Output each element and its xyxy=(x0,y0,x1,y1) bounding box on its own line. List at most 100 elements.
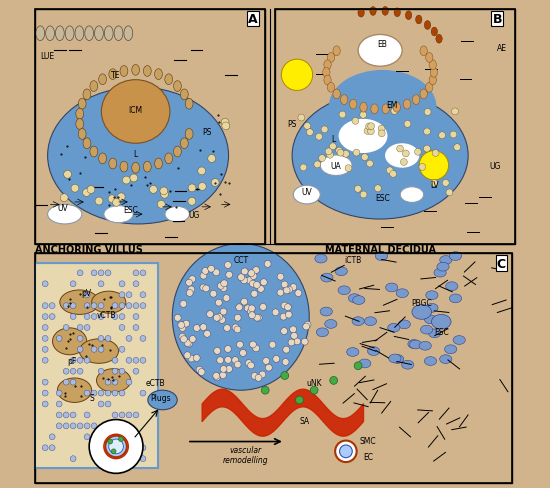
Ellipse shape xyxy=(48,205,82,224)
Ellipse shape xyxy=(353,296,365,305)
Circle shape xyxy=(193,355,200,362)
Circle shape xyxy=(345,165,352,172)
Circle shape xyxy=(210,291,217,298)
Circle shape xyxy=(64,171,72,179)
Ellipse shape xyxy=(78,129,86,140)
Circle shape xyxy=(42,380,48,386)
Circle shape xyxy=(238,274,245,281)
Circle shape xyxy=(140,390,146,396)
Circle shape xyxy=(354,362,362,370)
Circle shape xyxy=(140,303,146,309)
Ellipse shape xyxy=(335,267,348,276)
Circle shape xyxy=(352,118,359,125)
Circle shape xyxy=(261,386,269,394)
Circle shape xyxy=(234,361,241,368)
Circle shape xyxy=(186,280,192,286)
Circle shape xyxy=(250,273,257,280)
Circle shape xyxy=(213,374,221,381)
Circle shape xyxy=(119,368,125,374)
Circle shape xyxy=(119,346,125,352)
Circle shape xyxy=(70,368,76,374)
Circle shape xyxy=(95,198,103,205)
Ellipse shape xyxy=(83,90,91,101)
Circle shape xyxy=(42,303,48,309)
Ellipse shape xyxy=(109,159,117,169)
Circle shape xyxy=(77,336,83,342)
Circle shape xyxy=(330,377,338,385)
Circle shape xyxy=(419,151,449,181)
Text: SA: SA xyxy=(299,416,310,425)
Circle shape xyxy=(248,308,254,315)
Circle shape xyxy=(183,321,190,327)
Ellipse shape xyxy=(348,294,361,303)
Ellipse shape xyxy=(405,12,412,20)
Text: pF: pF xyxy=(68,357,76,366)
Ellipse shape xyxy=(402,361,414,369)
Circle shape xyxy=(84,434,90,440)
Circle shape xyxy=(404,121,411,128)
Circle shape xyxy=(140,358,146,364)
Ellipse shape xyxy=(323,68,330,78)
Text: UV: UV xyxy=(301,188,312,197)
Text: PS: PS xyxy=(288,120,297,129)
Circle shape xyxy=(98,281,104,287)
Ellipse shape xyxy=(327,83,334,93)
Text: UV: UV xyxy=(57,204,68,213)
Circle shape xyxy=(108,196,116,203)
Circle shape xyxy=(126,292,132,298)
Circle shape xyxy=(360,112,367,119)
Circle shape xyxy=(280,314,287,321)
Circle shape xyxy=(200,273,207,280)
Ellipse shape xyxy=(109,70,117,81)
Circle shape xyxy=(112,358,118,364)
Circle shape xyxy=(329,143,336,150)
Circle shape xyxy=(226,366,233,373)
Text: CCT: CCT xyxy=(233,255,249,264)
Circle shape xyxy=(98,270,104,276)
Circle shape xyxy=(442,180,449,187)
Circle shape xyxy=(42,281,48,287)
Ellipse shape xyxy=(95,27,103,41)
Circle shape xyxy=(98,346,104,352)
Circle shape xyxy=(118,437,123,442)
Ellipse shape xyxy=(292,93,468,220)
Circle shape xyxy=(424,129,431,136)
Circle shape xyxy=(234,326,241,333)
Circle shape xyxy=(188,184,196,192)
Circle shape xyxy=(241,268,248,275)
Circle shape xyxy=(257,286,265,293)
Circle shape xyxy=(84,412,90,418)
Ellipse shape xyxy=(382,7,388,16)
Circle shape xyxy=(42,358,48,364)
Circle shape xyxy=(84,292,90,298)
Circle shape xyxy=(188,355,195,362)
Ellipse shape xyxy=(392,355,404,364)
Text: vCTB: vCTB xyxy=(97,310,116,319)
Ellipse shape xyxy=(120,162,128,173)
Circle shape xyxy=(82,189,90,197)
Ellipse shape xyxy=(98,75,107,85)
Ellipse shape xyxy=(428,329,441,338)
Text: AE: AE xyxy=(497,44,508,53)
Circle shape xyxy=(232,357,239,364)
Circle shape xyxy=(63,368,69,374)
Circle shape xyxy=(364,128,371,135)
Ellipse shape xyxy=(65,27,74,41)
Circle shape xyxy=(126,412,132,418)
Circle shape xyxy=(248,270,255,277)
Circle shape xyxy=(220,285,227,292)
Circle shape xyxy=(250,281,256,287)
Circle shape xyxy=(260,304,267,311)
Ellipse shape xyxy=(371,105,378,115)
Ellipse shape xyxy=(410,341,422,349)
Circle shape xyxy=(63,412,69,418)
Circle shape xyxy=(188,198,196,206)
Circle shape xyxy=(119,292,125,298)
Circle shape xyxy=(91,303,97,309)
Circle shape xyxy=(98,314,104,320)
Circle shape xyxy=(126,336,132,342)
Circle shape xyxy=(226,272,233,279)
Circle shape xyxy=(178,322,185,329)
Text: Plugs: Plugs xyxy=(150,393,170,402)
Text: UG: UG xyxy=(189,210,200,219)
